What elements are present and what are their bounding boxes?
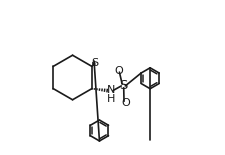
Text: H: H [106, 94, 115, 104]
Text: S: S [91, 58, 98, 68]
Text: S: S [119, 79, 127, 92]
Text: O: O [121, 98, 130, 108]
Text: N: N [106, 85, 115, 95]
Text: O: O [114, 66, 123, 76]
Polygon shape [92, 62, 96, 66]
